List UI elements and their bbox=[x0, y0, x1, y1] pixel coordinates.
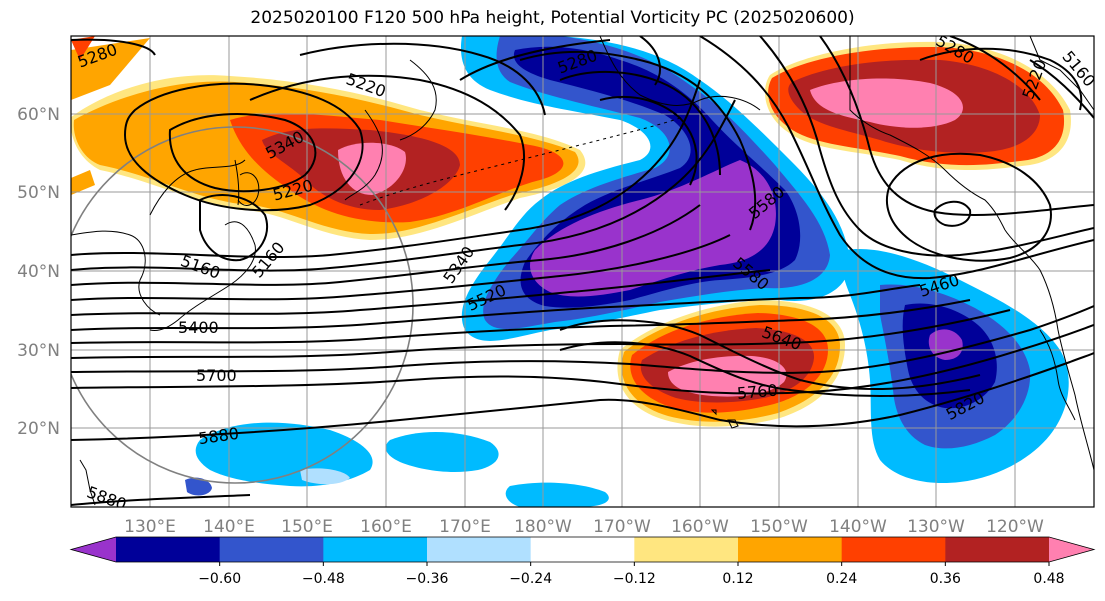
pv-positive-gulf-of-alaska bbox=[765, 41, 1071, 170]
map-frame bbox=[70, 35, 1095, 508]
colorbar-tick-label: −0.24 bbox=[509, 571, 552, 587]
lon-label: 170°E bbox=[439, 517, 491, 537]
colorbar-segment bbox=[945, 537, 1050, 562]
pv-negative-east-pacific bbox=[841, 249, 1069, 484]
lon-label: 160°W bbox=[671, 517, 729, 537]
lon-label: 130°E bbox=[124, 517, 176, 537]
colorbar-segment bbox=[530, 537, 635, 562]
lat-label: 60°N bbox=[17, 105, 60, 125]
colorbar-segment bbox=[219, 537, 324, 562]
longitude-labels: 130°E 140°E 150°E 160°E 170°E 180°W 170°… bbox=[124, 517, 1044, 537]
colorbar-tick-label: −0.36 bbox=[406, 571, 449, 587]
contour-label: 5400 bbox=[178, 318, 219, 337]
map-title: 2025020100 F120 500 hPa height, Potentia… bbox=[250, 8, 855, 28]
pv-negative-south-patches bbox=[185, 422, 609, 507]
colorbar-outline bbox=[69, 536, 1096, 563]
lon-label: 170°W bbox=[593, 517, 651, 537]
colorbar-tick-label: 0.12 bbox=[722, 571, 753, 587]
colorbar-extend-low bbox=[71, 537, 116, 562]
lon-label: 140°E bbox=[203, 517, 255, 537]
colorbar-tick-label: 0.24 bbox=[826, 571, 857, 587]
colorbar-tick-label: −0.48 bbox=[302, 571, 345, 587]
height-contours bbox=[71, 36, 1094, 506]
pv-negative-central-pacific bbox=[460, 36, 850, 341]
pv-positive-top-left bbox=[71, 36, 150, 195]
lon-label: 160°E bbox=[360, 517, 412, 537]
latitude-labels: 60°N 50°N 40°N 30°N 20°N bbox=[17, 105, 60, 439]
lon-label: 130°W bbox=[907, 517, 965, 537]
colorbar-extend-high bbox=[1049, 537, 1094, 562]
lon-label: 180°W bbox=[514, 517, 572, 537]
colorbar-tick-label: −0.12 bbox=[613, 571, 656, 587]
colorbar-segment bbox=[116, 537, 221, 562]
colorbar-segment bbox=[634, 537, 739, 562]
colorbar-tick-label: −0.60 bbox=[198, 571, 241, 587]
colorbar-tick-label: 0.48 bbox=[1033, 571, 1064, 587]
colorbar-tick-label: 0.36 bbox=[930, 571, 961, 587]
colorbar-segment bbox=[738, 537, 843, 562]
coastlines bbox=[71, 36, 1094, 506]
lat-label: 30°N bbox=[17, 341, 60, 361]
contour-label: 5700 bbox=[196, 366, 237, 385]
lon-label: 150°E bbox=[281, 517, 333, 537]
lat-label: 40°N bbox=[17, 262, 60, 282]
lon-label: 140°W bbox=[829, 517, 887, 537]
lon-label: 150°W bbox=[750, 517, 808, 537]
map-panel: 5280 5220 5340 5220 5160 5160 5400 5700 … bbox=[71, 36, 1094, 507]
contour-label: 5760 bbox=[736, 380, 778, 402]
lat-label: 20°N bbox=[17, 419, 60, 439]
colorbar-segment bbox=[427, 537, 532, 562]
colorbar: −0.60 −0.48 −0.36 −0.24 −0.12 0.12 0.24 0.36 0.4… bbox=[69, 536, 1096, 587]
colorbar-segment bbox=[323, 537, 428, 562]
lat-label: 50°N bbox=[17, 183, 60, 203]
lon-label: 120°W bbox=[986, 517, 1044, 537]
colorbar-segment bbox=[841, 537, 946, 562]
